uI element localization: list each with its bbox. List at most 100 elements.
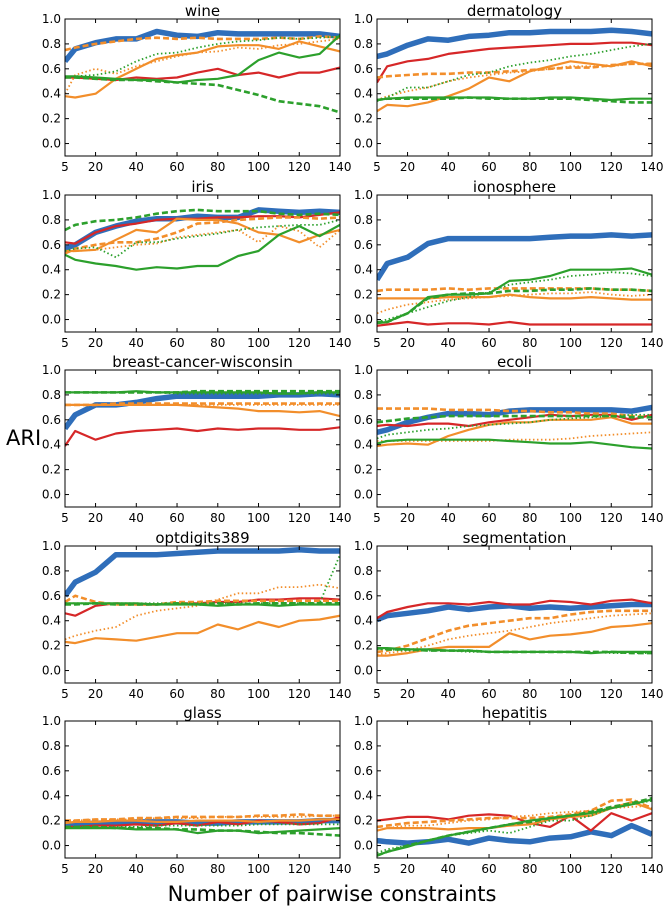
subplot-glass: 0.0 0.2 0.4 0.6 0.8 1.0 5 20 40 60 80 100 120 140 glas… bbox=[42, 704, 352, 876]
subplot-dermatology: 0.0 0.2 0.4 0.6 0.8 1.0 5 20 40 60 80 100 120 140 derm… bbox=[354, 2, 664, 174]
x-tick-label: 5 bbox=[373, 336, 381, 350]
series-line-4 bbox=[377, 62, 652, 101]
x-tick-label: 100 bbox=[559, 336, 582, 350]
x-tick-label: 5 bbox=[373, 862, 381, 876]
x-tick-label: 140 bbox=[329, 336, 352, 350]
x-tick-label: 80 bbox=[522, 687, 537, 701]
y-tick-label: 0.6 bbox=[354, 238, 373, 252]
x-tick-label: 5 bbox=[61, 687, 69, 701]
y-tick-label: 0.2 bbox=[354, 639, 373, 653]
y-tick-label: 0.4 bbox=[42, 438, 61, 452]
subplot-title: wine bbox=[185, 2, 220, 20]
x-tick-label: 100 bbox=[247, 336, 270, 350]
y-tick-label: 0.4 bbox=[354, 789, 373, 803]
x-tick-label: 20 bbox=[88, 511, 103, 525]
x-tick-label: 140 bbox=[329, 862, 352, 876]
series-line-7 bbox=[65, 391, 340, 395]
axes-frame bbox=[376, 18, 653, 157]
series-line-7 bbox=[65, 823, 340, 828]
series-line-7 bbox=[65, 35, 340, 79]
subplot-title: glass bbox=[183, 704, 222, 722]
y-tick-label: 0.2 bbox=[42, 639, 61, 653]
series-line-4 bbox=[377, 431, 652, 442]
series-line-3 bbox=[377, 609, 652, 654]
y-tick-label: 0.8 bbox=[354, 388, 373, 402]
x-tick-label: 120 bbox=[288, 336, 311, 350]
subplot-segmentation: 0.0 0.2 0.4 0.6 0.8 1.0 5 20 40 60 80 100 120 140 segm… bbox=[354, 529, 664, 701]
series-line-3 bbox=[377, 798, 652, 829]
series-line-7 bbox=[65, 219, 340, 259]
series-line-3 bbox=[377, 62, 652, 79]
series-line-0 bbox=[65, 390, 340, 431]
series-group bbox=[377, 796, 652, 857]
series-line-0 bbox=[377, 27, 652, 60]
x-tick-label: 40 bbox=[129, 511, 144, 525]
series-line-5 bbox=[377, 438, 652, 450]
x-tick-label: 120 bbox=[600, 160, 623, 174]
x-tick-label: 80 bbox=[522, 160, 537, 174]
x-tick-label: 20 bbox=[400, 687, 415, 701]
y-tick-label: 0.6 bbox=[42, 764, 61, 778]
x-tick-label: 40 bbox=[441, 511, 456, 525]
x-tick-label: 140 bbox=[641, 862, 664, 876]
y-tick-label: 0.0 bbox=[354, 313, 373, 327]
y-tick-label: 0.4 bbox=[354, 87, 373, 101]
subplot-breast-cancer-wisconsin: 0.0 0.2 0.4 0.6 0.8 1.0 5 20 40 60 80 100 120 140 brea… bbox=[42, 353, 352, 525]
series-group bbox=[65, 813, 340, 837]
y-tick-label: 1.0 bbox=[42, 188, 61, 202]
x-tick-label: 60 bbox=[481, 160, 496, 174]
x-tick-label: 120 bbox=[288, 160, 311, 174]
x-tick-label: 100 bbox=[559, 511, 582, 525]
subplot-title: dermatology bbox=[467, 2, 562, 20]
y-tick-label: 0.4 bbox=[354, 263, 373, 277]
series-group bbox=[65, 546, 340, 645]
series-line-7 bbox=[377, 413, 652, 440]
series-line-2 bbox=[377, 416, 652, 448]
x-tick-label: 5 bbox=[61, 336, 69, 350]
series-line-1 bbox=[377, 41, 652, 84]
series-group bbox=[377, 404, 652, 450]
x-tick-label: 20 bbox=[400, 511, 415, 525]
series-line-2 bbox=[65, 217, 340, 253]
series-line-1 bbox=[65, 211, 340, 245]
y-tick-label: 0.2 bbox=[354, 288, 373, 302]
y-tick-label: 0.2 bbox=[42, 288, 61, 302]
series-line-5 bbox=[65, 223, 340, 271]
y-tick-label: 0.0 bbox=[42, 488, 61, 502]
subplot-hepatitis: 0.0 0.2 0.4 0.6 0.8 1.0 5 20 40 60 80 100 120 140 hepa… bbox=[354, 704, 664, 876]
x-tick-label: 20 bbox=[400, 160, 415, 174]
y-tick-label: 1.0 bbox=[42, 363, 61, 377]
y-tick-label: 1.0 bbox=[354, 714, 373, 728]
series-line-6 bbox=[65, 76, 340, 114]
series-line-7 bbox=[377, 799, 652, 854]
y-tick-label: 1.0 bbox=[354, 188, 373, 202]
series-line-1 bbox=[65, 426, 340, 447]
series-line-0 bbox=[377, 601, 652, 623]
x-tick-label: 60 bbox=[169, 336, 184, 350]
axes-frame bbox=[64, 18, 341, 157]
subplot-ecoli: 0.0 0.2 0.4 0.6 0.8 1.0 5 20 40 60 80 100 120 140 ecol… bbox=[354, 353, 664, 525]
y-tick-label: 0.0 bbox=[354, 488, 373, 502]
y-tick-label: 1.0 bbox=[354, 363, 373, 377]
x-tick-label: 60 bbox=[481, 687, 496, 701]
x-tick-label: 80 bbox=[522, 862, 537, 876]
x-tick-label: 140 bbox=[329, 511, 352, 525]
y-tick-label: 0.0 bbox=[354, 137, 373, 151]
series-line-0 bbox=[377, 232, 652, 282]
y-tick-label: 1.0 bbox=[42, 539, 61, 553]
subplot-title: breast-cancer-wisconsin bbox=[112, 353, 293, 371]
x-tick-label: 80 bbox=[522, 511, 537, 525]
y-tick-label: 0.6 bbox=[42, 62, 61, 76]
x-tick-label: 20 bbox=[400, 862, 415, 876]
axes-frame bbox=[64, 194, 341, 333]
y-tick-label: 0.4 bbox=[354, 614, 373, 628]
x-tick-label: 20 bbox=[88, 336, 103, 350]
y-tick-label: 0.6 bbox=[354, 764, 373, 778]
x-tick-label: 140 bbox=[641, 336, 664, 350]
x-tick-label: 120 bbox=[288, 862, 311, 876]
x-tick-label: 140 bbox=[641, 160, 664, 174]
series-line-3 bbox=[65, 216, 340, 255]
axes-frame bbox=[376, 720, 653, 859]
subplot-ionosphere: 0.0 0.2 0.4 0.6 0.8 1.0 5 20 40 60 80 100 120 140 iono… bbox=[354, 178, 664, 350]
